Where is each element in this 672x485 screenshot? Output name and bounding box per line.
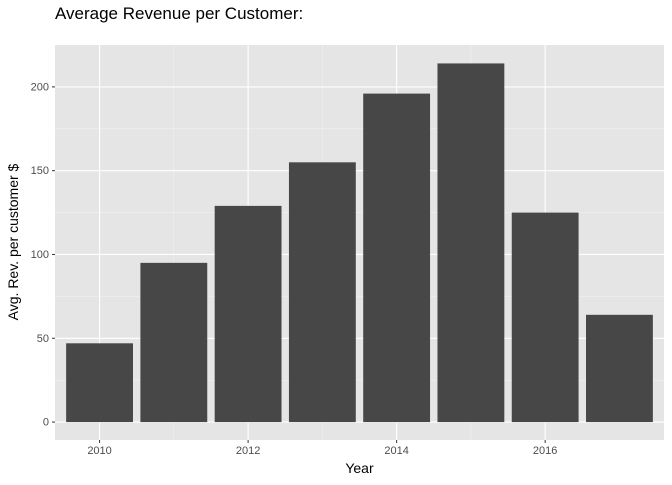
x-tick-label: 2014	[384, 445, 408, 457]
bars	[66, 63, 653, 423]
x-axis: 2010 2012 2014 2016	[87, 440, 557, 457]
bar	[66, 343, 133, 423]
y-tick-label: 100	[31, 249, 49, 261]
bar	[288, 162, 356, 423]
y-tick-label: 150	[31, 165, 49, 177]
x-tick-label: 2010	[87, 445, 111, 457]
x-tick-label: 2012	[236, 445, 260, 457]
bar	[363, 93, 431, 423]
chart-title: Average Revenue per Customer:	[55, 4, 304, 23]
y-axis-title: Avg. Rev. per customer $	[5, 163, 21, 320]
bar	[586, 314, 653, 423]
bar	[437, 63, 505, 423]
y-tick-label: 200	[31, 81, 49, 93]
y-tick-label: 50	[37, 333, 49, 345]
bar	[140, 262, 208, 423]
x-axis-title: Year	[345, 460, 374, 476]
y-tick-label: 0	[43, 417, 49, 429]
bar	[214, 205, 282, 423]
bar	[511, 212, 579, 423]
y-axis: 0 50 100 150 200	[31, 81, 55, 429]
x-tick-label: 2016	[533, 445, 557, 457]
